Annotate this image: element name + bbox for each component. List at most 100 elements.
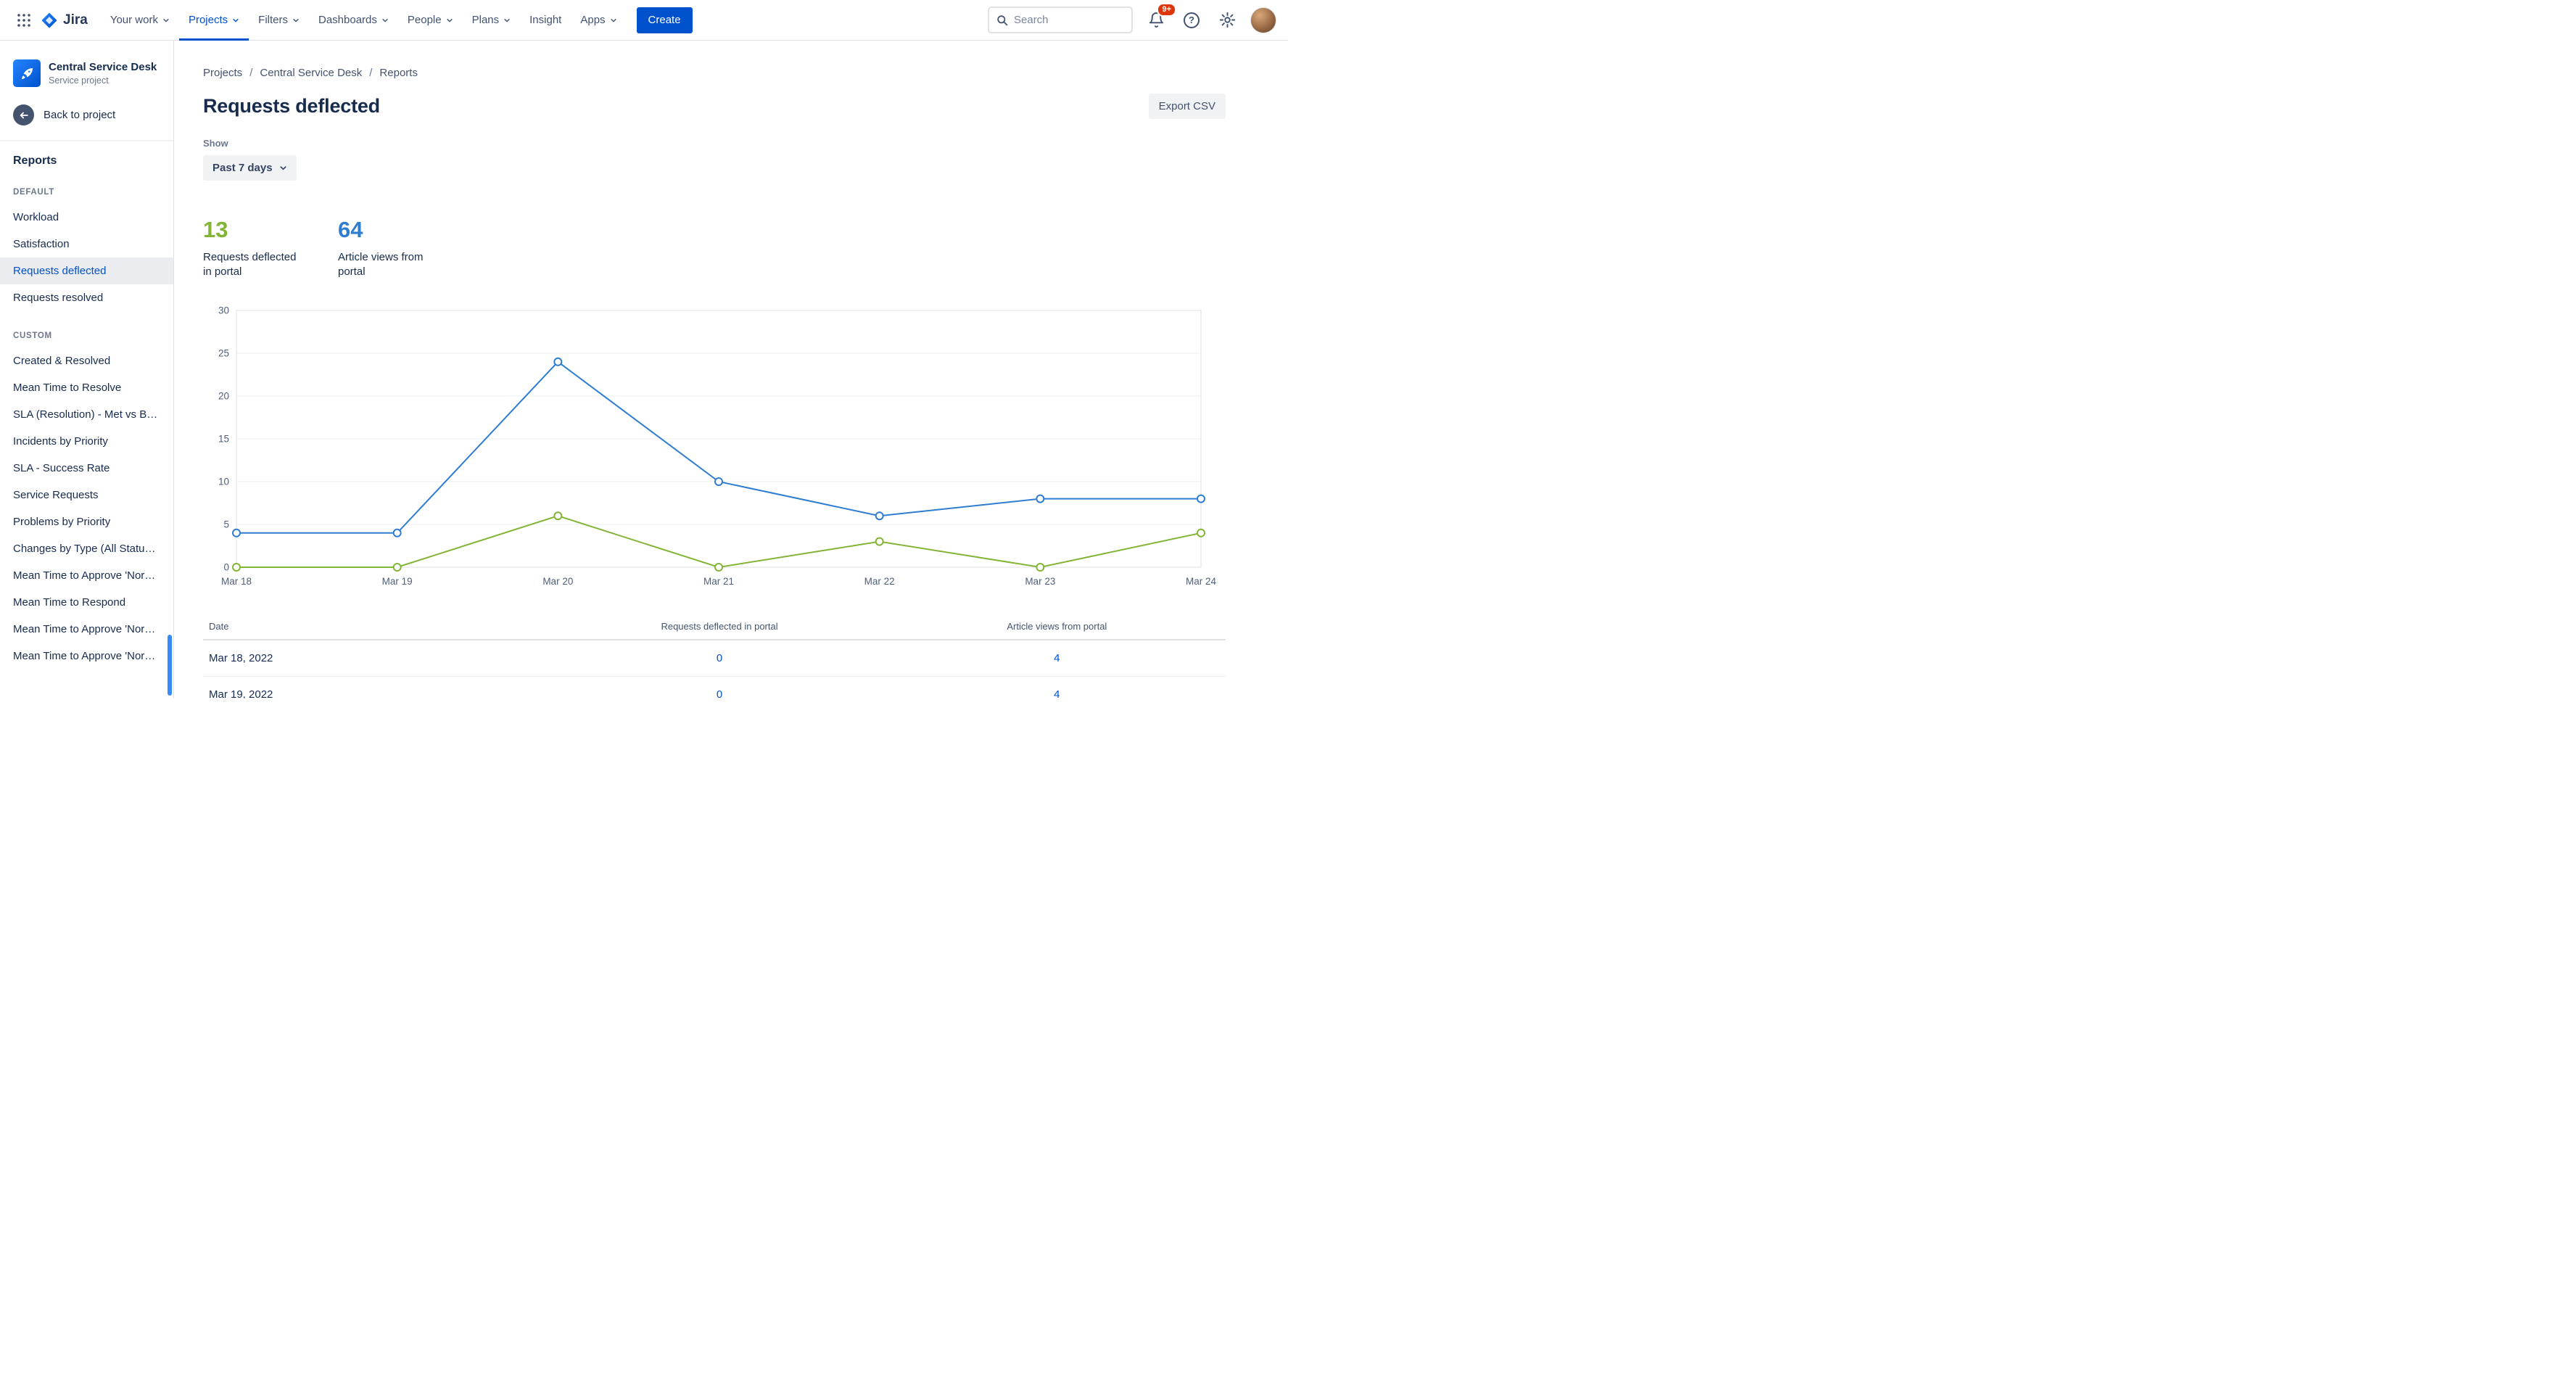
period-dropdown[interactable]: Past 7 days	[203, 155, 297, 181]
search-input[interactable]	[1014, 14, 1124, 26]
nav-item-label: Plans	[471, 14, 500, 26]
stat-value: 13	[203, 217, 228, 242]
project-title-block: Central Service Desk Service project	[49, 61, 157, 86]
show-label: Show	[203, 138, 228, 149]
table-header-row: Date Requests deflected in portal Article …	[203, 613, 1226, 640]
project-avatar	[13, 59, 41, 87]
project-header: Central Service Desk Service project	[0, 59, 173, 87]
nav-item-label: Insight	[529, 14, 562, 26]
sidebar-item-mean-time-to-respond[interactable]: Mean Time to Respond	[13, 596, 126, 609]
back-to-project-button[interactable]: Back to project	[0, 104, 173, 125]
nav-item-apps[interactable]: Apps	[571, 0, 626, 41]
group-title-custom: CUSTOM	[13, 331, 52, 340]
svg-text:5: 5	[223, 519, 229, 529]
nav-item-insight[interactable]: Insight	[520, 0, 571, 41]
export-csv-button[interactable]: Export CSV	[1148, 94, 1226, 119]
chevron-down-icon	[162, 17, 170, 24]
svg-text:Mar 19: Mar 19	[382, 576, 413, 587]
table-cell-deflected: 0	[550, 676, 888, 698]
sidebar-item-mean-time-to-approve-norm[interactable]: Mean Time to Approve 'Norm…	[13, 650, 165, 662]
search-box[interactable]	[988, 7, 1133, 33]
svg-text:Mar 21: Mar 21	[703, 576, 734, 587]
jira-logo[interactable]: Jira	[41, 12, 88, 29]
column-header-requests-deflected-in-portal: Requests deflected in portal	[550, 613, 888, 640]
sidebar-item-requests-resolved[interactable]: Requests resolved	[13, 292, 104, 304]
svg-text:10: 10	[218, 476, 229, 487]
sidebar-item-workload[interactable]: Workload	[13, 211, 59, 223]
table-cell-date: Mar 18, 2022	[203, 639, 551, 677]
svg-text:20: 20	[218, 390, 229, 401]
deflected-count-link[interactable]: 0	[716, 651, 723, 664]
nav-item-label: People	[407, 14, 442, 26]
project-name: Central Service Desk	[49, 61, 157, 73]
user-avatar[interactable]	[1250, 7, 1276, 33]
column-header-date: Date	[203, 613, 551, 640]
arrow-left-icon	[13, 104, 34, 125]
back-to-project-label: Back to project	[44, 109, 116, 121]
views-count-link[interactable]: 4	[1054, 651, 1060, 664]
settings-button[interactable]	[1215, 8, 1239, 33]
nav-item-label: Dashboards	[318, 14, 377, 26]
svg-text:15: 15	[218, 433, 229, 444]
table-cell-views: 4	[888, 676, 1226, 698]
nav-item-plans[interactable]: Plans	[463, 0, 521, 41]
line-chart-canvas: 0 5 10 15 20 25 30 Mar 18 Mar 19 Mar 20 Mar 21 Mar …	[218, 305, 1217, 587]
sidebar-item-mean-time-to-resolve[interactable]: Mean Time to Resolve	[13, 382, 122, 394]
svg-text:Mar 22: Mar 22	[864, 576, 895, 587]
table-row: Mar 18, 2022 0 4	[203, 639, 1226, 677]
sidebar-item-sla-success-rate[interactable]: SLA - Success Rate	[13, 462, 110, 474]
stat-requests-deflected-in-portal: 13 Requests deflected in portal	[203, 217, 302, 280]
breadcrumb-central-service-desk[interactable]: Central Service Desk	[260, 67, 363, 79]
sidebar-item-changes-by-type-all-statuses[interactable]: Changes by Type (All Statuses)	[13, 543, 165, 555]
nav-item-filters[interactable]: Filters	[249, 0, 309, 41]
breadcrumb-reports[interactable]: Reports	[379, 67, 418, 79]
page-title: Requests deflected	[203, 95, 380, 117]
table-row: Mar 19, 2022 0 4	[203, 676, 1226, 698]
requests-deflected-chart: 0 5 10 15 20 25 30 Mar 18 Mar 19 Mar 20 Mar 21 Mar …	[203, 300, 1226, 592]
report-nav-groups: DEFAULT Workload Satisfaction Requests defl…	[0, 188, 173, 669]
breadcrumb-separator: /	[369, 67, 373, 79]
nav-item-your-work[interactable]: Your work	[101, 0, 179, 41]
svg-text:30: 30	[218, 305, 229, 316]
table-cell-views: 4	[888, 639, 1226, 677]
chevron-down-icon	[232, 17, 239, 24]
stat-article-views-from-portal: 64 Article views from portal	[338, 217, 437, 280]
top-navigation: Jira Your work Projects Filters Dashboards P…	[0, 0, 1288, 41]
table-cell-date: Mar 19, 2022	[203, 676, 551, 698]
notification-badge: 9+	[1157, 2, 1176, 17]
nav-item-projects[interactable]: Projects	[179, 0, 249, 41]
create-button[interactable]: Create	[636, 7, 693, 33]
sidebar-item-service-requests[interactable]: Service Requests	[13, 489, 99, 501]
period-value: Past 7 days	[212, 162, 273, 174]
views-count-link[interactable]: 4	[1054, 688, 1060, 699]
help-icon: ?	[1184, 12, 1200, 28]
table-cell-deflected: 0	[550, 639, 888, 677]
sidebar-item-incidents-by-priority[interactable]: Incidents by Priority	[13, 435, 108, 448]
help-button[interactable]: ?	[1179, 8, 1204, 33]
sidebar-item-satisfaction[interactable]: Satisfaction	[13, 238, 70, 250]
nav-item-dashboards[interactable]: Dashboards	[309, 0, 398, 41]
sidebar-item-sla-resolution-met-vs-bre[interactable]: SLA (Resolution) - Met vs Bre…	[13, 408, 168, 421]
nav-item-people[interactable]: People	[398, 0, 463, 41]
nav-item-label: Your work	[110, 14, 158, 26]
svg-text:Mar 20: Mar 20	[542, 576, 573, 587]
group-title-default: DEFAULT	[13, 188, 55, 197]
sidebar-item-mean-time-to-approve-norm[interactable]: Mean Time to Approve 'Norm…	[13, 569, 165, 582]
sidebar-item-mean-time-to-approve-norm[interactable]: Mean Time to Approve 'Norm…	[13, 623, 165, 635]
chevron-down-icon	[292, 17, 300, 24]
app-switcher-icon[interactable]	[12, 8, 36, 33]
jira-logo-icon	[41, 12, 58, 29]
sidebar-item-created-resolved[interactable]: Created & Resolved	[13, 355, 111, 367]
sidebar-item-problems-by-priority[interactable]: Problems by Priority	[13, 516, 111, 528]
report-table: Date Requests deflected in portal Article …	[203, 613, 1226, 698]
reports-heading: Reports	[13, 154, 57, 167]
svg-text:25: 25	[218, 347, 229, 358]
deflected-count-link[interactable]: 0	[716, 688, 723, 699]
stat-value: 64	[338, 217, 363, 242]
breadcrumb-projects[interactable]: Projects	[203, 67, 243, 79]
chevron-down-icon	[446, 17, 453, 24]
svg-text:Mar 18: Mar 18	[221, 576, 252, 587]
sidebar-item-requests-deflected[interactable]: Requests deflected	[0, 257, 173, 284]
notifications-button[interactable]: 9+	[1144, 2, 1176, 33]
sidebar-scrollbar[interactable]	[168, 635, 172, 696]
